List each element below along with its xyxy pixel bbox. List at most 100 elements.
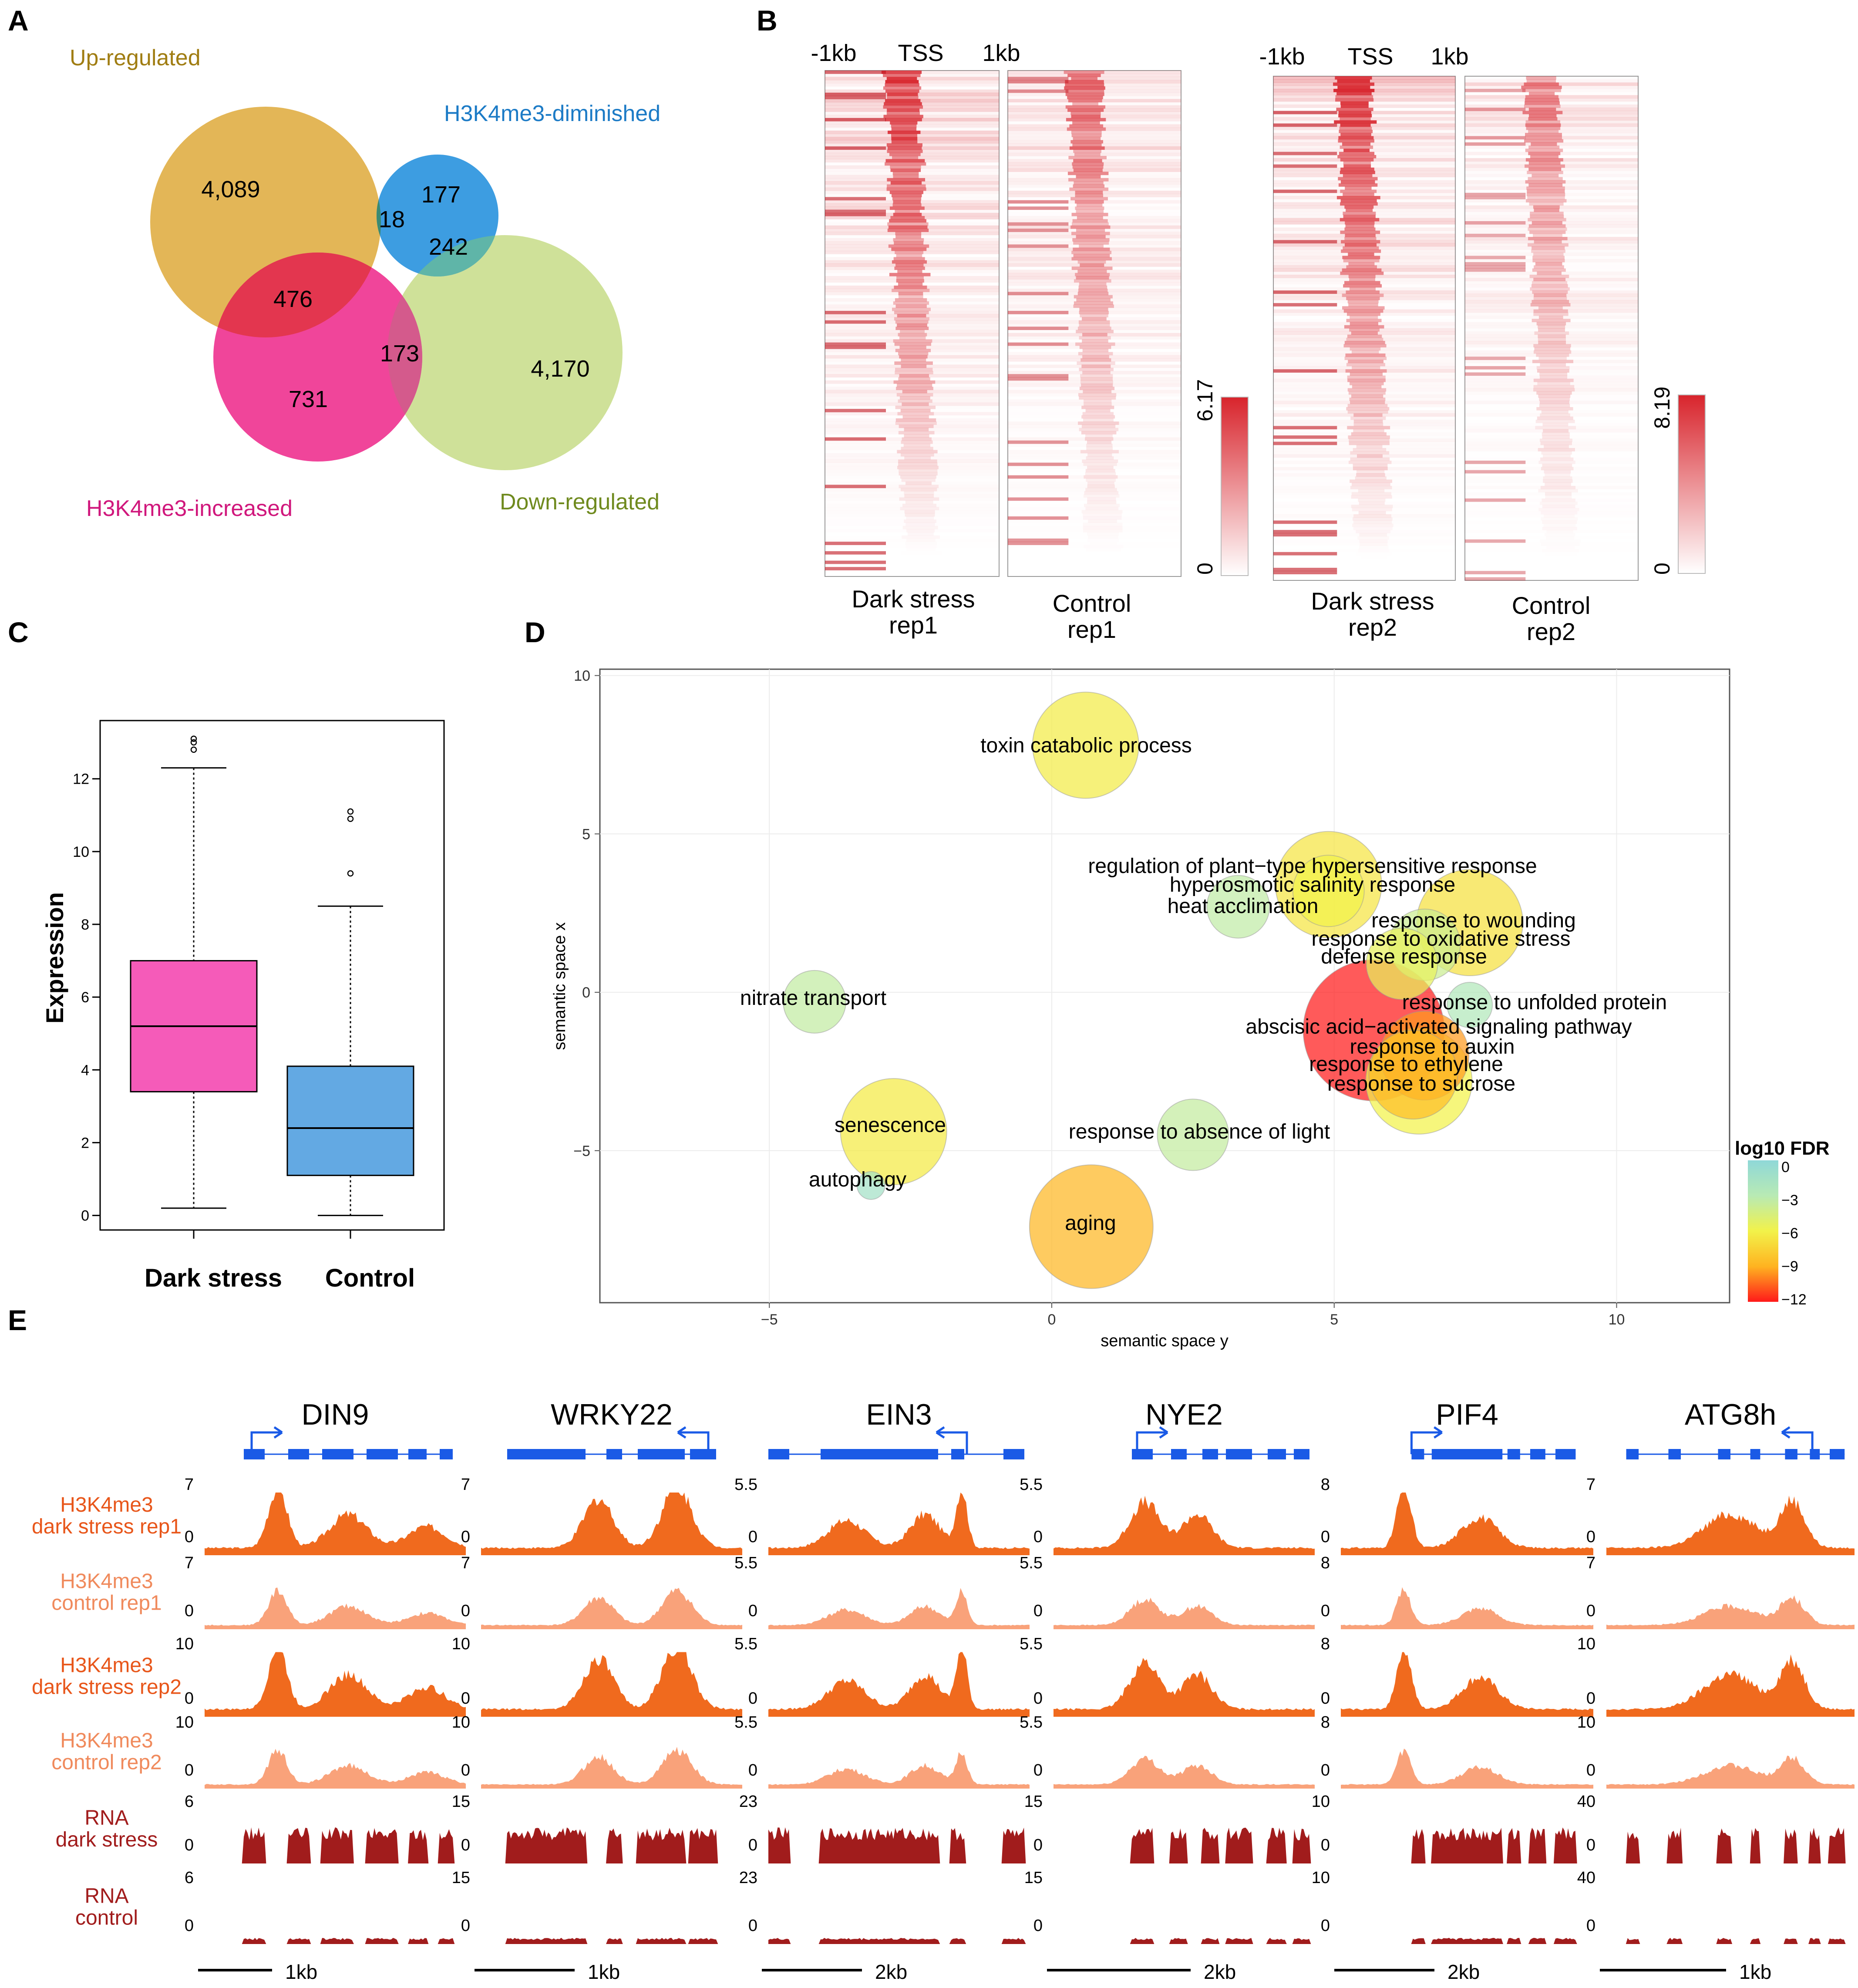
gene-title: WRKY22 (551, 1398, 673, 1431)
track-scale-max: 10 (1312, 1793, 1330, 1811)
venn-count-increased-only: 731 (289, 386, 328, 412)
boxplot-y-tick-label: 12 (73, 771, 89, 788)
track-scale-max: 15 (1024, 1869, 1043, 1887)
heatmap-sample-2-line2: rep1 (1067, 616, 1116, 643)
track-signal (1606, 1654, 1855, 1717)
track-scale-max: 7 (1586, 1476, 1595, 1494)
boxplot-category-control: Control (325, 1264, 415, 1292)
track-scale-min: 0 (1586, 1602, 1595, 1620)
track-scale-max: 6 (185, 1793, 194, 1811)
track-row-label: RNA (84, 1885, 128, 1908)
figure-canvas: A B C D E Up-regulated H3K4me3-diminishe… (0, 0, 1858, 1988)
venn-count-diminished-down: 242 (429, 234, 468, 260)
heatmap-sample-2-line1: Control (1053, 590, 1131, 617)
boxplot-outlier (348, 816, 353, 822)
track-row-label: H3K4me3 (60, 1493, 153, 1516)
track-scale-min: 0 (1321, 1761, 1330, 1779)
heatmap-scale-2-max: 8.19 (1650, 387, 1674, 429)
scatter-point-label: defense response (1321, 945, 1487, 968)
track-signal (1054, 1938, 1315, 1944)
boxplot-y-tick-label: 4 (81, 1062, 89, 1078)
heatmap-3 (1273, 76, 1455, 581)
scatter-point-label: heat acclimation (1168, 895, 1319, 918)
track-scale-max: 10 (175, 1635, 194, 1653)
track-scale-min: 0 (1033, 1917, 1043, 1935)
panel-label-a: A (8, 4, 29, 37)
scatter-point-label: nitrate transport (740, 987, 886, 1010)
track-scale-min: 0 (185, 1761, 194, 1779)
track-scale-min: 0 (1586, 1528, 1595, 1546)
track-scale-max: 5.5 (734, 1713, 757, 1732)
track-scale-min: 0 (1033, 1836, 1043, 1854)
track-row-label: H3K4me3 (60, 1570, 153, 1593)
gene-title: DIN9 (302, 1398, 369, 1431)
heatmap-color-scale-2 (1678, 395, 1705, 573)
track-signal (1054, 1828, 1315, 1863)
track-scale-min: 0 (461, 1836, 470, 1854)
heatmap-scale-2-min: 0 (1650, 563, 1674, 575)
boxplot-y-tick-label: 10 (73, 844, 89, 860)
track-scale-min: 0 (185, 1836, 194, 1854)
track-signal (205, 1938, 466, 1944)
track-scale-max: 10 (175, 1713, 194, 1732)
track-scale-min: 0 (1586, 1689, 1595, 1708)
track-scale-max: 10 (1577, 1713, 1595, 1732)
track-row-label: control (75, 1907, 138, 1930)
track-row-label: dark stress rep1 (32, 1515, 182, 1538)
track-signal (481, 1493, 742, 1555)
track-scale-max: 10 (452, 1635, 470, 1653)
scatter-point-label: autophagy (809, 1168, 906, 1191)
boxplot-y-axis-label: Expression (41, 892, 68, 1024)
track-scale-min: 0 (1321, 1528, 1330, 1546)
track-scale-min: 0 (461, 1528, 470, 1546)
heatmap-sample-3-line2: rep2 (1348, 613, 1397, 641)
boxplot-outlier (191, 736, 196, 741)
track-signal (768, 1938, 1030, 1944)
track-signal (481, 1827, 742, 1863)
track-row-label: control rep2 (51, 1751, 162, 1774)
track-row-label: RNA (84, 1806, 128, 1830)
gene-title: NYE2 (1145, 1398, 1223, 1431)
heatmap-1 (825, 71, 999, 577)
track-signal (1054, 1658, 1315, 1717)
boxplot-y-tick-label: 0 (81, 1208, 89, 1224)
gene-title: PIF4 (1436, 1398, 1498, 1431)
boxplot-outlier (191, 747, 196, 752)
track-scale-min: 0 (185, 1528, 194, 1546)
track-scale-min: 0 (748, 1836, 757, 1854)
track-signal (1054, 1496, 1315, 1555)
scale-bar-label: 1kb (588, 1961, 620, 1983)
scatter-x-axis-label: semantic space y (1101, 1332, 1229, 1350)
heatmap-sample-4-line2: rep2 (1527, 618, 1575, 645)
track-row-label: dark stress rep2 (32, 1675, 182, 1698)
venn-count-up-diminished: 18 (379, 206, 405, 232)
track-signal (205, 1493, 466, 1555)
heatmap-axis-center-2: TSS (1347, 44, 1393, 70)
track-signal (1606, 1827, 1855, 1863)
track-signal (205, 1827, 466, 1863)
venn-count-increased-down: 173 (380, 340, 419, 367)
track-scale-min: 0 (1033, 1689, 1043, 1708)
track-signal (1054, 1597, 1315, 1629)
track-scale-min: 0 (1033, 1761, 1043, 1779)
scale-bar-label: 2kb (1447, 1961, 1480, 1983)
track-row-label: control rep1 (51, 1592, 162, 1615)
gene-title: EIN3 (866, 1398, 932, 1431)
boxplot-outlier (348, 809, 353, 814)
panel-label-d: D (525, 616, 545, 648)
track-scale-min: 0 (1321, 1917, 1330, 1935)
panel-label-b: B (757, 4, 778, 37)
track-scale-min: 0 (748, 1917, 757, 1935)
track-scale-max: 7 (461, 1554, 470, 1572)
gene-model (1411, 1427, 1575, 1459)
track-scale-max: 8 (1321, 1476, 1330, 1494)
track-scale-min: 0 (461, 1761, 470, 1779)
track-scale-max: 7 (185, 1554, 194, 1572)
track-scale-max: 5.5 (1020, 1713, 1043, 1732)
track-scale-max: 15 (452, 1869, 470, 1887)
track-signal (205, 1749, 466, 1789)
fdr-legend-tick-label: −3 (1781, 1192, 1798, 1209)
scatter-point-label: toxin catabolic process (980, 734, 1192, 757)
scatter-point-label: aging (1065, 1212, 1116, 1235)
track-signal (768, 1752, 1030, 1789)
